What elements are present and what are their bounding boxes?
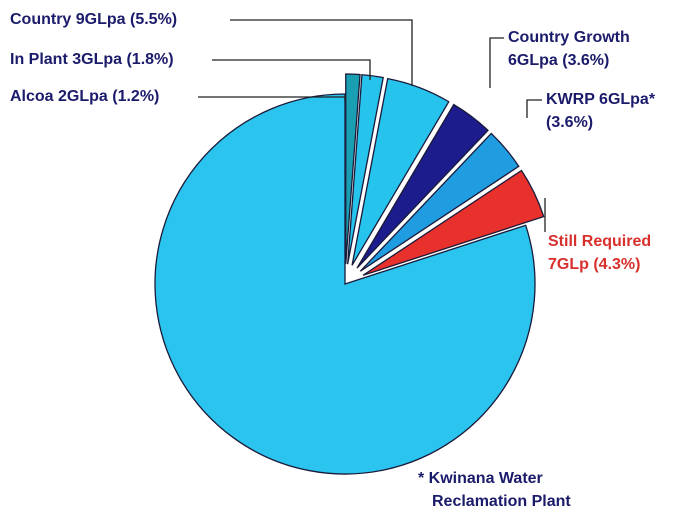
pie-slice <box>356 103 489 269</box>
slice-label: Alcoa 2GLpa (1.2%) <box>10 88 159 105</box>
pie-slice <box>362 169 545 276</box>
leader-line <box>212 59 371 80</box>
pie-slice <box>359 132 520 272</box>
slice-label: (3.6%) <box>546 114 593 131</box>
leader-line <box>489 37 504 88</box>
leader-line <box>230 19 413 86</box>
slice-label: Country Growth <box>508 29 630 46</box>
slice-label: 7GLp (4.3%) <box>548 256 640 273</box>
slice-label: Still Required <box>548 233 651 250</box>
leader-line <box>526 99 542 118</box>
slice-label: In Plant 3GLpa (1.8%) <box>10 51 174 68</box>
pie-slice <box>345 73 361 265</box>
footnote: Reclamation Plant <box>432 493 571 510</box>
slice-label: 6GLpa (3.6%) <box>508 52 609 69</box>
slice-label: Country 9GLpa (5.5%) <box>10 11 177 28</box>
pie-slice <box>351 77 450 266</box>
pie-slice <box>154 93 536 475</box>
pie-slice <box>346 74 384 265</box>
slice-label: KWRP 6GLpa* <box>546 91 656 108</box>
leader-line <box>198 96 346 102</box>
footnote: * Kwinana Water <box>418 470 543 487</box>
